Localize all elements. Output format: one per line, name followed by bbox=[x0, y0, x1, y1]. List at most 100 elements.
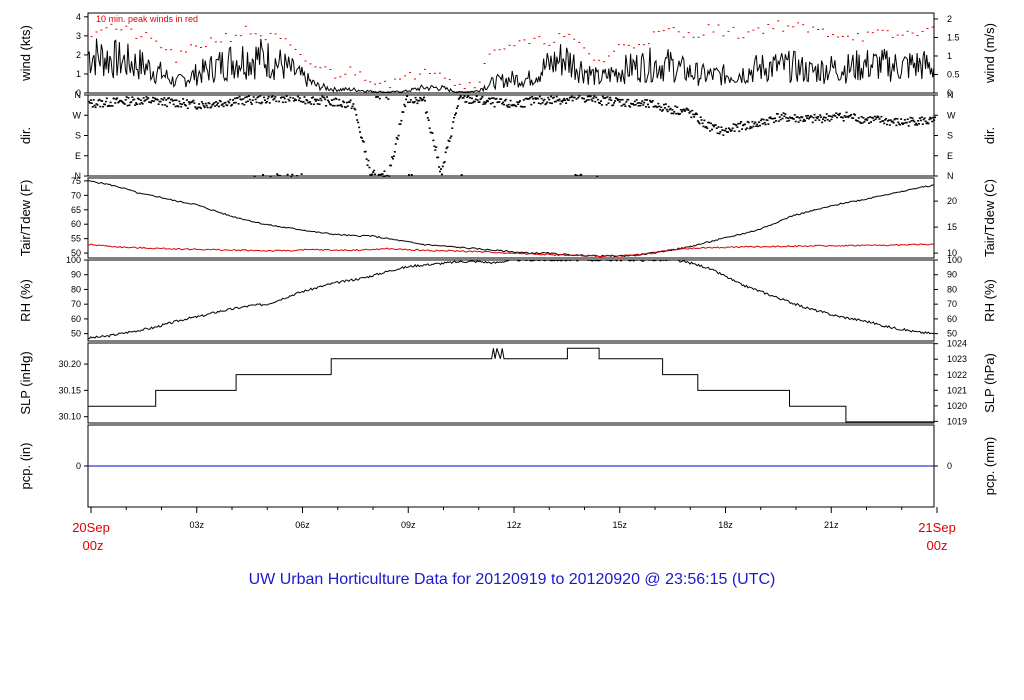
dir-point bbox=[451, 127, 454, 129]
dir-point bbox=[872, 119, 875, 122]
dir-point bbox=[687, 109, 690, 111]
y-tick-label-left: 1 bbox=[76, 69, 81, 79]
dir-point bbox=[827, 115, 830, 117]
peak-wind-mark bbox=[309, 63, 312, 65]
dir-point bbox=[364, 150, 367, 153]
dir-point bbox=[236, 97, 239, 99]
dir-point bbox=[539, 103, 542, 105]
dir-point bbox=[757, 125, 760, 128]
dir-point bbox=[917, 120, 920, 122]
dir-point bbox=[93, 104, 96, 107]
dir-point bbox=[147, 97, 150, 99]
dir-point bbox=[537, 102, 540, 104]
dir-point bbox=[325, 105, 328, 107]
peak-wind-mark bbox=[727, 30, 730, 32]
x-start-hour: 00z bbox=[83, 538, 104, 553]
peak-wind-mark bbox=[513, 45, 516, 47]
peak-wind-mark bbox=[190, 44, 192, 46]
dir-point bbox=[287, 98, 290, 101]
dir-point bbox=[220, 104, 223, 106]
dir-point bbox=[246, 96, 249, 98]
dir-point bbox=[412, 101, 415, 104]
peak-wind-mark bbox=[493, 49, 496, 51]
dir-point bbox=[758, 121, 760, 123]
dir-point bbox=[116, 97, 119, 99]
dir-point bbox=[310, 103, 313, 105]
dir-point bbox=[924, 120, 927, 123]
dir-point bbox=[139, 99, 142, 101]
x-tick-label: 21z bbox=[824, 520, 839, 530]
dir-point bbox=[361, 140, 364, 142]
y-label-left: wind (kts) bbox=[18, 25, 33, 82]
dir-point bbox=[721, 129, 724, 131]
dir-point bbox=[141, 103, 144, 105]
dir-point bbox=[587, 99, 590, 101]
dir-point bbox=[808, 116, 811, 119]
panel-pcp: pcp. (in) pcp. (mm) 0 0 bbox=[18, 424, 997, 508]
dir-point bbox=[425, 111, 428, 113]
dir-point bbox=[838, 114, 840, 116]
dir-point bbox=[697, 121, 700, 124]
dir-point bbox=[599, 102, 601, 105]
dir-point bbox=[834, 115, 837, 117]
dir-point bbox=[151, 100, 154, 102]
dir-point bbox=[672, 112, 675, 115]
dir-point bbox=[143, 100, 146, 102]
dir-point bbox=[323, 96, 326, 99]
dir-point bbox=[140, 101, 143, 104]
dir-point bbox=[505, 104, 508, 107]
dir-point bbox=[160, 98, 163, 100]
dir-point bbox=[534, 97, 537, 99]
dir-point bbox=[595, 96, 598, 99]
dir-point bbox=[191, 100, 194, 103]
peak-wind-mark bbox=[896, 34, 899, 36]
dir-point bbox=[449, 137, 452, 139]
peak-wind-mark bbox=[289, 44, 292, 46]
dir-point bbox=[930, 117, 933, 120]
peak-wind-mark bbox=[627, 44, 630, 46]
peak-wind-mark bbox=[762, 32, 765, 34]
dir-point bbox=[558, 98, 561, 101]
dir-point bbox=[915, 122, 918, 125]
dir-point bbox=[197, 106, 200, 109]
dir-point bbox=[929, 116, 932, 119]
dir-point bbox=[466, 96, 469, 99]
dir-point bbox=[463, 95, 466, 97]
panel-frame bbox=[87, 177, 935, 259]
y-tick-label-right: 80 bbox=[947, 284, 957, 294]
dir-point bbox=[867, 116, 870, 119]
peak-wind-mark bbox=[906, 30, 909, 32]
dir-point bbox=[104, 103, 106, 106]
dir-point bbox=[844, 116, 847, 118]
dir-point bbox=[168, 97, 170, 99]
dir-point bbox=[632, 104, 635, 106]
dir-point bbox=[159, 100, 162, 103]
dir-point bbox=[185, 99, 188, 101]
dir-point bbox=[101, 100, 104, 102]
dir-point bbox=[711, 128, 713, 131]
peak-wind-mark bbox=[423, 68, 426, 70]
dir-point bbox=[367, 159, 370, 162]
dir-point bbox=[326, 96, 329, 98]
dir-point bbox=[338, 98, 341, 101]
dir-point bbox=[899, 123, 902, 126]
peak-wind-mark bbox=[399, 78, 401, 80]
dir-point bbox=[585, 99, 588, 101]
peak-wind-mark bbox=[817, 29, 820, 30]
dir-point bbox=[393, 151, 396, 153]
dir-point bbox=[682, 108, 685, 111]
dir-point bbox=[321, 95, 324, 98]
dir-point bbox=[699, 116, 702, 118]
dir-point bbox=[608, 98, 611, 101]
dir-point bbox=[878, 118, 881, 120]
dir-point bbox=[215, 101, 217, 103]
dir-point bbox=[686, 108, 689, 110]
y-tick-label-right: 1022 bbox=[947, 370, 967, 380]
dir-point bbox=[384, 175, 387, 177]
peak-wind-mark bbox=[543, 43, 546, 45]
dir-point bbox=[120, 100, 123, 103]
peak-wind-mark bbox=[558, 33, 561, 35]
dir-point bbox=[392, 155, 395, 157]
peak-wind-mark bbox=[921, 30, 924, 32]
